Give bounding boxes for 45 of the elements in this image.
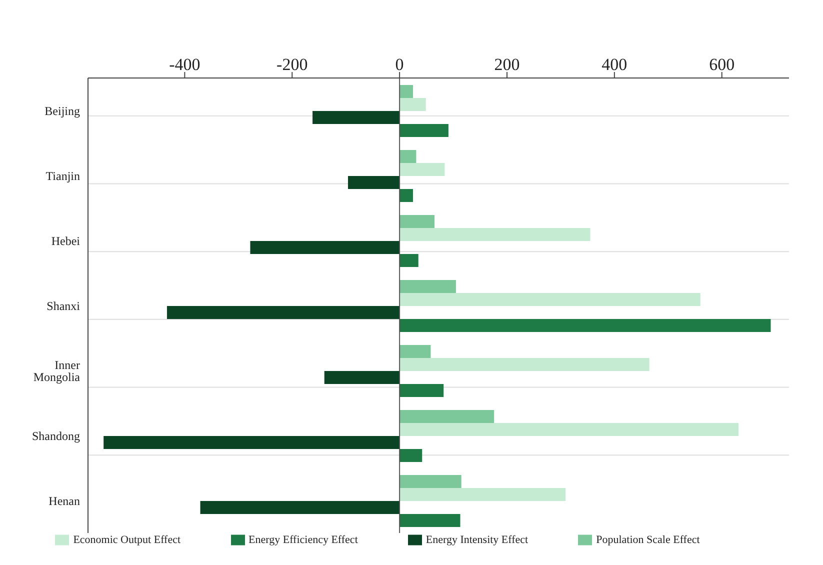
x-tick-label: 0: [395, 55, 404, 74]
bar: [400, 98, 426, 111]
bar: [400, 514, 460, 527]
y-tick-label: Shanxi: [46, 298, 81, 313]
bar: [400, 358, 650, 371]
y-tick-label: Hebei: [51, 234, 81, 248]
x-tick-label: -200: [276, 55, 308, 74]
bar: [400, 345, 431, 358]
legend-label: Energy Intensity Effect: [426, 534, 528, 546]
legend-label: Economic Output Effect: [73, 534, 181, 546]
x-tick-label: 400: [602, 55, 628, 74]
bar: [400, 280, 456, 293]
y-tick-label: Henan: [48, 494, 80, 508]
legend-label: Energy Efficiency Effect: [248, 534, 358, 546]
bar: [400, 150, 416, 163]
bar: [400, 423, 739, 436]
bar: [324, 371, 400, 384]
bar: [400, 85, 413, 98]
bar: [348, 176, 400, 189]
bar: [400, 254, 418, 267]
bar: [200, 501, 400, 514]
bar: [166, 306, 400, 319]
legend-label: Population Scale Effect: [596, 534, 700, 546]
bar: [104, 436, 400, 449]
bar: [400, 410, 494, 423]
bar: [400, 319, 771, 332]
x-tick-label: 200: [494, 55, 520, 74]
y-tick-label: Tianjin: [46, 168, 80, 183]
x-tick-label: -400: [169, 55, 200, 74]
bar: [250, 241, 400, 254]
y-tick-label: Inner Mongolia: [33, 358, 81, 384]
bar: [400, 124, 448, 137]
bar: [400, 384, 444, 397]
y-tick-label: Beijing: [44, 104, 80, 118]
bar: [400, 488, 566, 501]
bar: [400, 475, 462, 488]
bar: [400, 215, 434, 228]
bar: [400, 449, 422, 462]
bar: [400, 293, 700, 306]
bar: [400, 228, 590, 241]
x-tick-label: 600: [709, 55, 735, 74]
bar: [400, 189, 413, 202]
y-tick-label: Shandong: [32, 428, 80, 443]
bar: [400, 163, 445, 176]
bar: [312, 111, 400, 124]
